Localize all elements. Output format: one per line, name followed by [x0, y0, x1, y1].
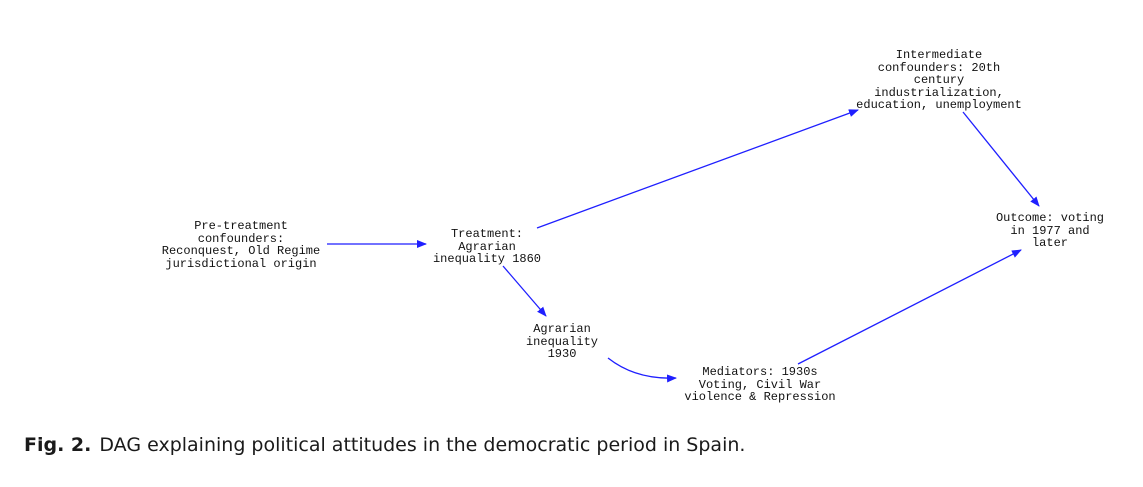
- node-intermediate-confounders: Intermediate confounders: 20th century i…: [856, 48, 1022, 112]
- dag-diagram: [327, 109, 1040, 383]
- figure-caption: Fig. 2. DAG explaining political attitude…: [24, 434, 1124, 456]
- edge-mediators-to-outcome: [797, 249, 1022, 365]
- figure-caption-text: DAG explaining political attitudes in th…: [99, 434, 746, 456]
- node-pre-treatment-confounders: Pre-treatment confounders: Reconquest, O…: [161, 219, 321, 271]
- node-agrarian-inequality-1930: Agrarian inequality 1930: [525, 322, 598, 361]
- node-treatment: Treatment: Agrarian inequality 1860: [432, 227, 542, 266]
- edge-treatment-to-agrarian-1930: [502, 265, 547, 317]
- node-outcome: Outcome: voting in 1977 and later: [995, 211, 1105, 250]
- edge-agrarian-1930-to-mediators: [607, 357, 677, 383]
- node-mediators: Mediators: 1930s Voting, Civil War viole…: [684, 365, 836, 404]
- edge-treatment-to-intermediate: [536, 109, 859, 229]
- edge-intermediate-to-outcome: [962, 111, 1040, 207]
- figure-label: Fig. 2.: [24, 434, 92, 456]
